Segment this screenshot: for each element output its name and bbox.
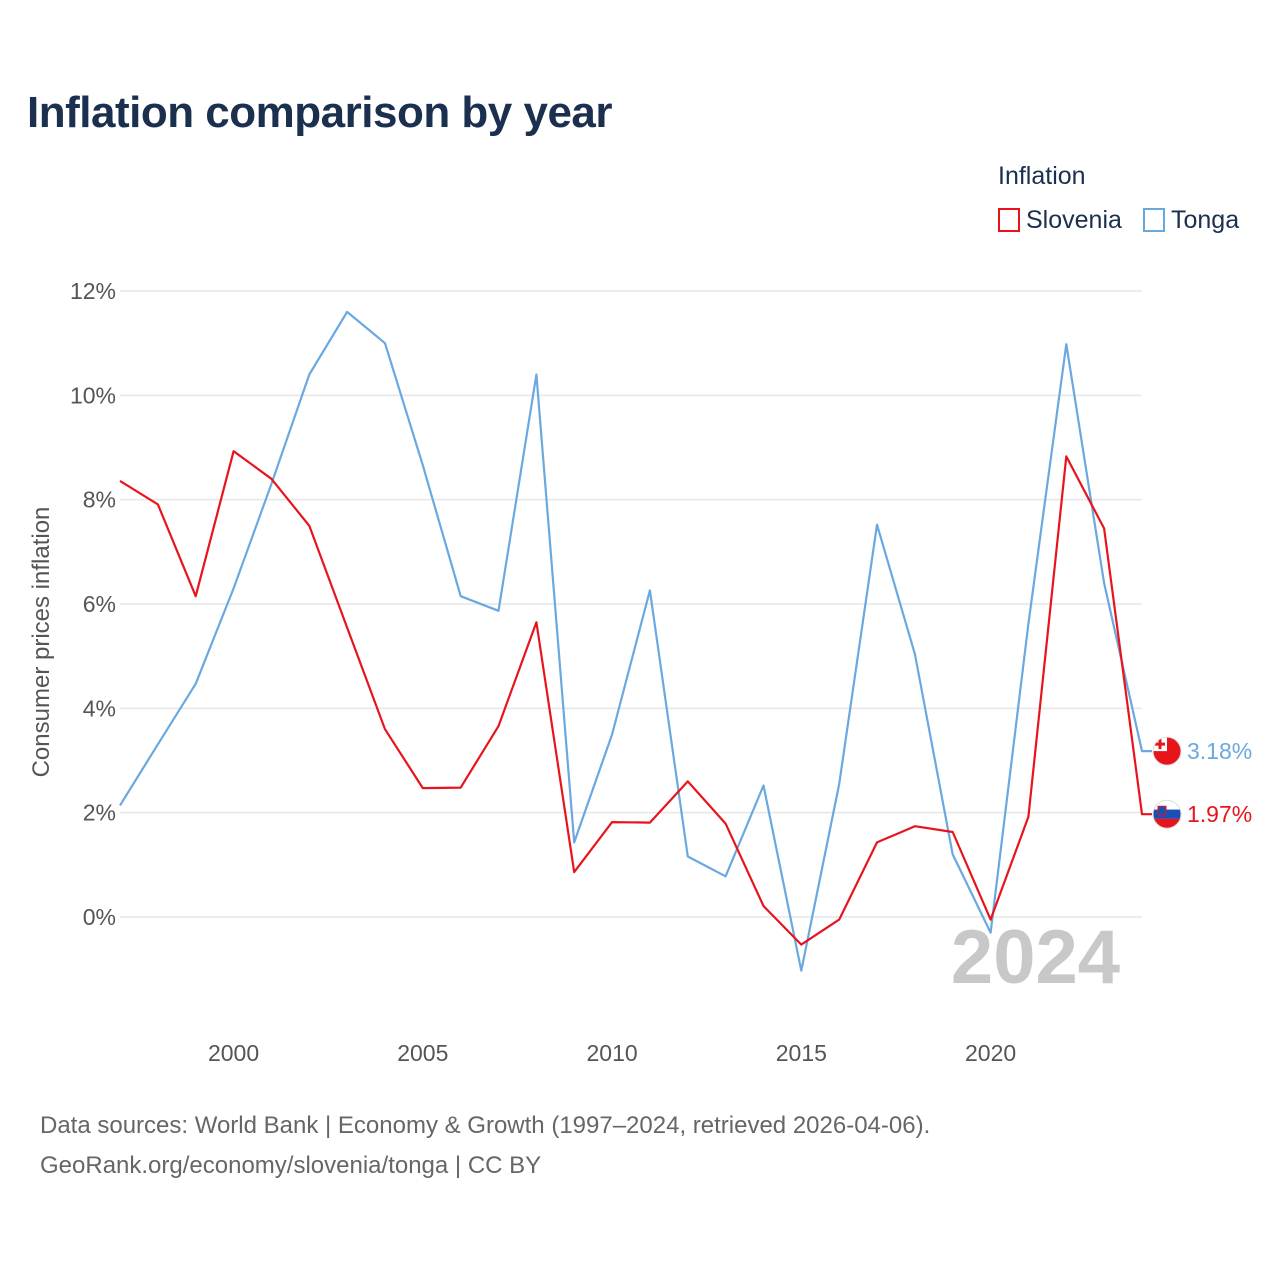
y-tick-label: 0% (83, 904, 116, 930)
grid-layer (120, 290, 1142, 918)
legend-label-slovenia: Slovenia (1026, 205, 1122, 234)
legend-title: Inflation (998, 162, 1086, 190)
x-tick-label: 2005 (397, 1040, 448, 1066)
y-tick-label: 4% (83, 695, 116, 721)
chart-title: Inflation comparison by year (27, 88, 613, 137)
end-value-label-slovenia: 1.97% (1187, 801, 1252, 827)
end-label-layer: 3.18% 1.97% (1152, 736, 1252, 829)
x-tick-label: 2000 (208, 1040, 259, 1066)
flag-slovenia (1153, 800, 1181, 829)
year-watermark: 2024 (951, 915, 1120, 1000)
y-tick-label: 6% (83, 591, 116, 617)
y-tick-label: 8% (83, 487, 116, 513)
y-tick-label: 10% (70, 382, 116, 408)
source-note: Data sources: World Bank | Economy & Gro… (40, 1106, 930, 1186)
series-layer (119, 310, 1152, 972)
x-tick-label: 2015 (776, 1040, 827, 1066)
y-tick-label: 12% (70, 278, 116, 304)
watermark-layer: 2024 (951, 915, 1120, 1000)
end-value-label-tonga: 3.18% (1187, 738, 1252, 764)
source-line-1: Data sources: World Bank | Economy & Gro… (40, 1112, 931, 1139)
legend-swatch-slovenia (998, 208, 1020, 232)
series-line-tonga (119, 310, 1152, 972)
tick-layer: 0% 2% 4% 6% 8% 10% 12% 2000 2005 2010 2015 2020 (70, 278, 1016, 1066)
source-line-2[interactable]: GeoRank.org/economy/slovenia/tonga | CC … (40, 1152, 542, 1179)
y-tick-label: 2% (83, 800, 116, 826)
x-tick-label: 2010 (586, 1040, 637, 1066)
legend-item-tonga[interactable]: Tonga (1143, 204, 1239, 236)
legend-item-slovenia[interactable]: Slovenia (998, 204, 1122, 236)
legend-label-tonga: Tonga (1171, 205, 1240, 234)
x-tick-label: 2020 (965, 1040, 1016, 1066)
series-line-slovenia (119, 450, 1152, 946)
legend-swatch-tonga (1143, 208, 1165, 232)
